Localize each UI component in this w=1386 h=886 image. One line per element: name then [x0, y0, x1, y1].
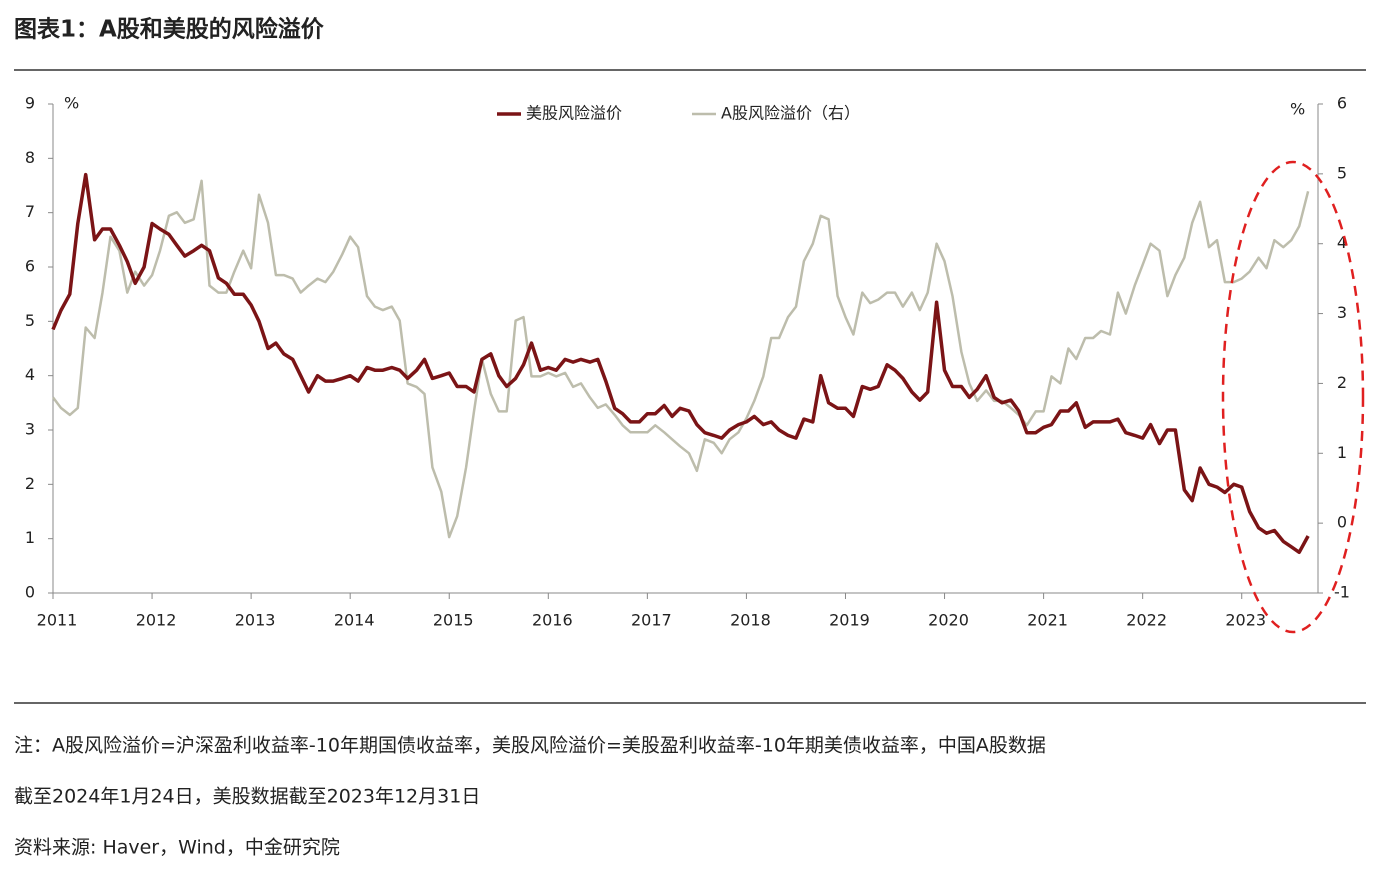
legend-label: 美股风险溢价	[526, 104, 622, 123]
source: 资料来源: Haver，Wind，中金研究院	[14, 837, 340, 859]
y2-tick-label: 6	[1337, 94, 1347, 113]
x-tick-label: 2023	[1225, 611, 1266, 630]
y2-tick-label: 1	[1337, 443, 1347, 462]
y-tick-label: 6	[25, 257, 35, 276]
x-tick-label: 2013	[235, 611, 276, 630]
x-tick-label: 2014	[334, 611, 375, 630]
x-tick-label: 2011	[37, 611, 78, 630]
series-line	[51, 172, 1310, 555]
x-tick-label: 2020	[928, 611, 969, 630]
y2-tick-label: 0	[1337, 513, 1347, 532]
x-tick-label: 2021	[1027, 611, 1068, 630]
y-tick-label: 8	[25, 148, 35, 167]
plot: 0 1 2 3 4 5 6 7 8 9 -1 0 1 2 3 4 5 6 2011 2012 2013 2014 2015 2…	[25, 94, 1350, 630]
y-tick-label: 4	[25, 365, 35, 384]
legend-label: A股风险溢价（右）	[721, 104, 860, 123]
y2-tick-label: 4	[1337, 233, 1347, 252]
y2-tick-label: 2	[1337, 373, 1347, 392]
y-tick-label: 7	[25, 202, 35, 221]
y-unit: %	[64, 94, 79, 113]
y-tick-label: 3	[25, 420, 35, 439]
y-tick-label: 2	[25, 474, 35, 493]
x-tick-label: 2012	[136, 611, 177, 630]
y2-tick-label: 3	[1337, 303, 1347, 322]
series-line	[52, 179, 1310, 539]
y-tick-label: 5	[25, 311, 35, 330]
y2-tick-label: 5	[1337, 163, 1347, 182]
x-tick-label: 2015	[433, 611, 474, 630]
y2-unit: %	[1290, 100, 1305, 119]
note: 截至2024年1月24日，美股数据截至2023年12月31日	[14, 786, 480, 808]
x-tick-label: 2022	[1126, 611, 1167, 630]
x-tick-label: 2018	[730, 611, 771, 630]
page-title: 图表1：A股和美股的风险溢价	[14, 16, 325, 43]
note: 注：A股风险溢价=沪深盈利收益率-10年期国债收益率，美股风险溢价=美股盈利收益…	[14, 735, 1046, 757]
y-tick-label: 1	[25, 528, 35, 547]
y-tick-label: 0	[25, 583, 35, 602]
x-tick-label: 2019	[829, 611, 870, 630]
y-tick-label: 9	[25, 94, 35, 113]
highlight-ellipse	[1221, 160, 1365, 634]
x-tick-label: 2016	[532, 611, 573, 630]
x-tick-label: 2017	[631, 611, 672, 630]
y2-tick-label: -1	[1334, 583, 1350, 602]
